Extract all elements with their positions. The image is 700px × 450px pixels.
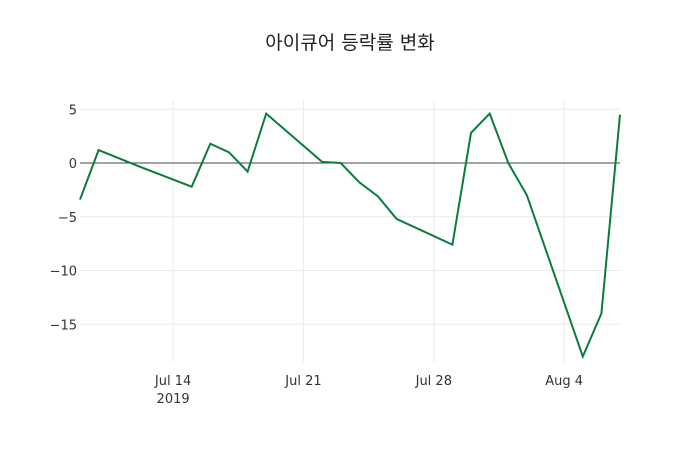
y-tick-label: −5 (58, 211, 77, 226)
x-tick-year-label: 2019 (157, 392, 190, 407)
gridlines (80, 100, 620, 362)
x-tick-label: Jul 21 (284, 374, 321, 389)
y-tick-label: 0 (69, 157, 77, 172)
y-tick-label: −15 (50, 318, 77, 333)
y-axis-ticks: 5 0 −5 −10 −15 (50, 103, 77, 333)
x-tick-label: Jul 14 (154, 374, 191, 389)
x-tick-label: Aug 4 (545, 374, 583, 389)
y-tick-label: 5 (69, 103, 77, 118)
x-tick-label: Jul 28 (415, 374, 452, 389)
x-axis-ticks: Jul 14 2019 Jul 21 Jul 28 Aug 4 (154, 374, 583, 407)
chart-title: 아이큐어 등락률 변화 (265, 32, 435, 54)
series-line (79, 111, 621, 360)
y-tick-label: −10 (50, 265, 77, 280)
